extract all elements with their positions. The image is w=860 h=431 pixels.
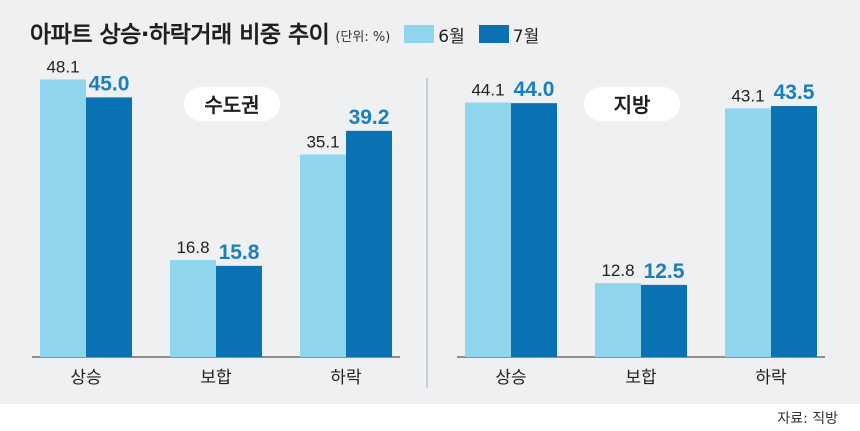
region-badge-label-capital: 수도권 — [204, 93, 259, 117]
bar-capital-flat-june — [170, 260, 216, 357]
category-label-local-fall: 하락 — [755, 368, 787, 388]
bar-local-flat-july — [641, 284, 687, 357]
unit-label: (단위: %) — [335, 29, 391, 45]
bar-local-fall-july — [771, 106, 817, 358]
category-label-capital-rise: 상승 — [70, 368, 101, 388]
bar-local-rise-june — [465, 102, 511, 357]
bar-local-flat-june — [595, 283, 641, 357]
legend-swatch-june — [404, 25, 435, 43]
bar-local-fall-june — [725, 108, 771, 357]
category-label-local-rise: 상승 — [495, 368, 526, 388]
bar-capital-fall-june — [300, 154, 346, 357]
region-badge-capital — [184, 87, 280, 121]
category-label-capital-fall: 하락 — [330, 368, 362, 388]
legend-swatch-july — [478, 25, 509, 43]
data-label-capital-rise-july: 45.0 — [89, 72, 130, 95]
source-label: 자료: 직방 — [777, 411, 838, 427]
category-label-capital-flat: 보합 — [200, 368, 232, 388]
bar-capital-rise-june — [40, 79, 86, 357]
category-label-local-flat: 보합 — [625, 368, 657, 388]
data-label-local-rise-june: 44.1 — [471, 81, 504, 100]
data-label-local-fall-july: 43.5 — [774, 81, 815, 104]
bar-capital-fall-july — [346, 130, 392, 357]
region-badge-local — [584, 87, 680, 121]
legend-item-july: 7월 — [478, 22, 540, 47]
bar-local-rise-july — [511, 103, 557, 358]
legend-label-july: 7월 — [512, 26, 540, 47]
region-badge-label-local: 지방 — [614, 93, 651, 117]
bar-capital-flat-july — [216, 265, 262, 357]
chart-title: 아파트 상승·하락거래 비중 추이 — [30, 22, 330, 48]
data-label-local-flat-june: 12.8 — [601, 261, 634, 280]
data-label-local-fall-june: 43.1 — [731, 86, 764, 105]
legend-item-june: 6월 — [404, 22, 465, 47]
data-label-capital-flat-june: 16.8 — [176, 238, 209, 257]
data-label-local-rise-july: 44.0 — [514, 78, 555, 101]
legend-label-june: 6월 — [438, 26, 465, 47]
chart-header: 아파트 상승·하락거래 비중 추이 (단위: %) 6월 7월 — [30, 12, 539, 52]
data-label-capital-fall-june: 35.1 — [306, 133, 339, 152]
chart-panel: 아파트 상승·하락거래 비중 추이 (단위: %) 6월 7월 수도권 48.1 4… — [0, 0, 860, 404]
data-label-local-flat-july: 12.5 — [644, 260, 685, 283]
bar-chart: 수도권 48.1 45.0 상승 16.8 15.8 보합 35.1 39.2 하락 지방 44.1 4… — [32, 58, 825, 388]
bar-capital-rise-july — [86, 97, 132, 357]
data-label-capital-flat-july: 15.8 — [219, 241, 260, 264]
data-label-capital-fall-july: 39.2 — [349, 106, 390, 129]
data-label-capital-rise-june: 48.1 — [46, 58, 79, 77]
